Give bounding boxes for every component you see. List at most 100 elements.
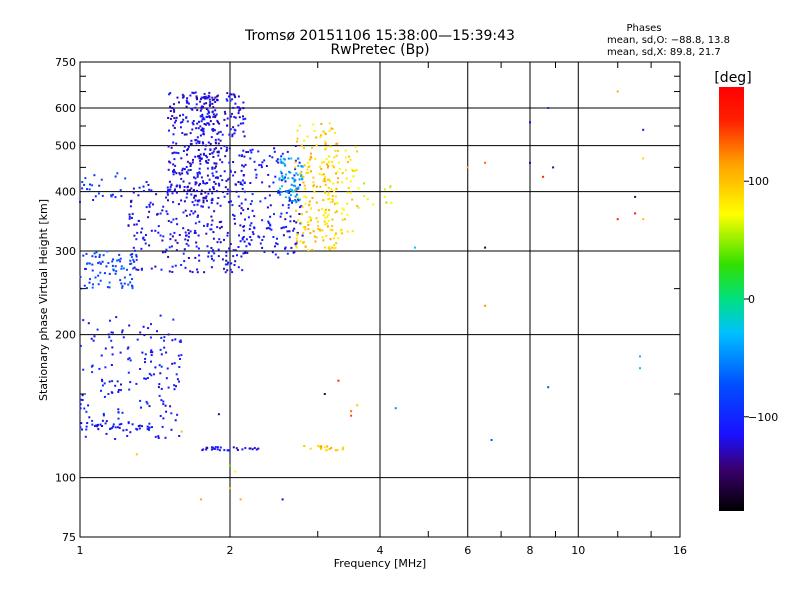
echo-point [215,147,217,150]
echo-point [363,182,366,185]
echo-point [173,158,176,161]
echo-point [83,183,86,186]
data-points [79,90,645,501]
echo-point [173,231,176,234]
echo-point [234,102,237,105]
echo-point [109,428,111,430]
echo-point [327,178,329,181]
echo-point [180,264,183,266]
echo-point [201,118,204,121]
echo-point [283,226,286,229]
echo-point [342,446,345,449]
echo-point [166,367,169,370]
echo-point [213,447,216,450]
echo-point [145,234,147,236]
echo-point [91,423,94,426]
echo-point [300,165,303,168]
echo-point [119,189,122,191]
echo-point [326,445,329,448]
echo-point [334,234,336,237]
echo-point [206,182,209,184]
echo-point [85,287,88,290]
echo-point [277,191,280,194]
colorbar-ticks: 100 0 −100 [744,175,778,424]
echo-point [234,171,237,174]
echo-point [111,193,114,196]
echo-point [168,246,171,249]
echo-point [337,237,340,240]
echo-point [251,448,254,451]
echo-point [160,365,163,368]
colorbar-label: [deg] [714,70,751,86]
echo-point [205,160,207,163]
echo-point [202,142,205,145]
echo-point [185,133,188,136]
echo-point [283,158,286,161]
echo-point [186,189,189,192]
echo-point [243,135,246,138]
echo-point [190,107,193,110]
echo-point [148,426,151,429]
echo-point [305,210,308,213]
echo-point [109,319,111,322]
echo-point [117,411,120,414]
echo-point [238,154,241,157]
echo-point [213,162,216,165]
echo-point [90,337,93,340]
echo-point [209,120,212,123]
echo-point [148,188,151,191]
echo-point [127,224,130,227]
echo-point [326,222,329,225]
echo-point [272,236,275,238]
echo-point [383,195,386,198]
echo-point [168,190,171,193]
echo-point [149,351,152,354]
echo-point [205,161,208,164]
x-tick-label: 4 [377,544,384,557]
echo-point [117,417,120,420]
echo-point [206,167,209,170]
colorbar-tick-label: −100 [748,411,778,424]
echo-point [247,151,250,153]
echo-point [150,374,153,377]
echo-point [240,212,242,215]
echo-point [129,263,132,265]
echo-point [317,209,320,212]
echo-point [207,159,210,161]
echo-point [311,146,314,149]
echo-point [175,249,178,252]
echo-point [98,253,101,256]
echo-point [255,176,258,179]
echo-point [241,238,244,241]
echo-point [148,244,151,247]
echo-point [213,129,216,132]
echo-point [320,122,323,125]
echo-point [300,144,303,147]
echo-point [199,172,201,175]
echo-point [114,384,117,387]
echo-point [118,426,121,429]
echo-point [346,202,349,205]
echo-point [333,244,336,247]
echo-point [229,464,231,467]
echo-point [119,257,122,260]
echo-point [94,195,97,198]
echo-point [326,163,328,166]
echo-point [173,388,176,391]
echo-point [264,197,267,200]
echo-point [190,142,193,145]
echo-point [172,124,175,127]
echo-point [255,448,258,451]
echo-point [200,189,203,192]
echo-point [105,432,108,435]
echo-point [84,268,87,270]
echo-point [296,234,299,237]
echo-point [196,216,199,218]
echo-point [217,131,220,134]
echo-point [142,236,145,239]
echo-point [176,241,179,244]
echo-point [128,213,131,216]
echo-point [172,173,175,176]
echo-point [212,123,215,125]
echo-point [202,182,205,185]
